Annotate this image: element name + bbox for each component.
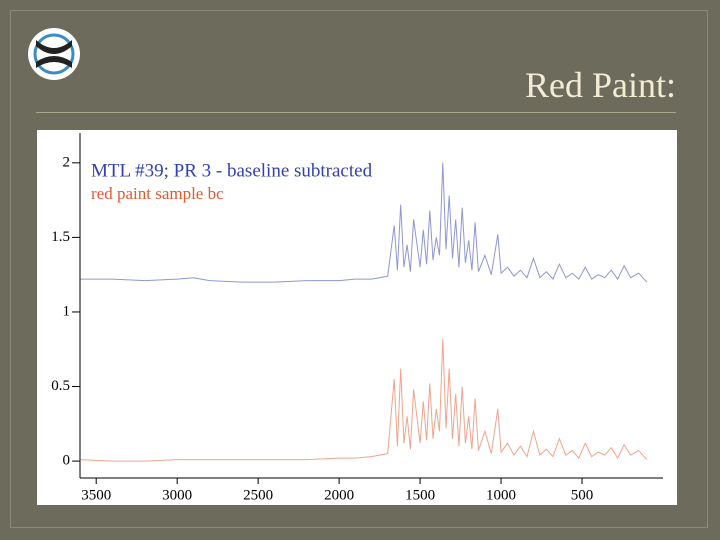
y-tick-label: 1.5	[51, 229, 70, 245]
logo	[28, 28, 80, 80]
y-tick-label: 2	[63, 154, 71, 170]
x-tick-label: 500	[571, 487, 594, 503]
x-tick-label: 1500	[405, 487, 435, 503]
plot-background	[37, 130, 677, 505]
logo-wave	[36, 56, 72, 68]
slide-frame	[10, 10, 708, 528]
y-tick-label: 0.5	[51, 378, 70, 394]
chart: 0 0.5 1 1.5 2 3500 3000 2500 2000 1500 1000 500 MTL …	[37, 130, 677, 505]
logo-wave	[36, 40, 72, 54]
x-tick-label: 3000	[162, 487, 192, 503]
x-tick-label: 2000	[324, 487, 354, 503]
x-tick-label: 3500	[81, 487, 111, 503]
series-line	[80, 162, 648, 283]
x-tick-label: 1000	[486, 487, 516, 503]
legend-entry: red paint sample bc	[91, 184, 224, 203]
legend-entry: MTL #39; PR 3 - baseline subtracted	[91, 160, 373, 181]
title-rule	[36, 112, 676, 113]
x-tick-label: 2500	[243, 487, 273, 503]
series-line	[79, 338, 648, 462]
y-tick-label: 0	[63, 453, 71, 469]
y-tick-label: 1	[63, 303, 71, 319]
logo-circle	[33, 33, 75, 75]
slide-title: Red Paint:	[525, 65, 676, 105]
